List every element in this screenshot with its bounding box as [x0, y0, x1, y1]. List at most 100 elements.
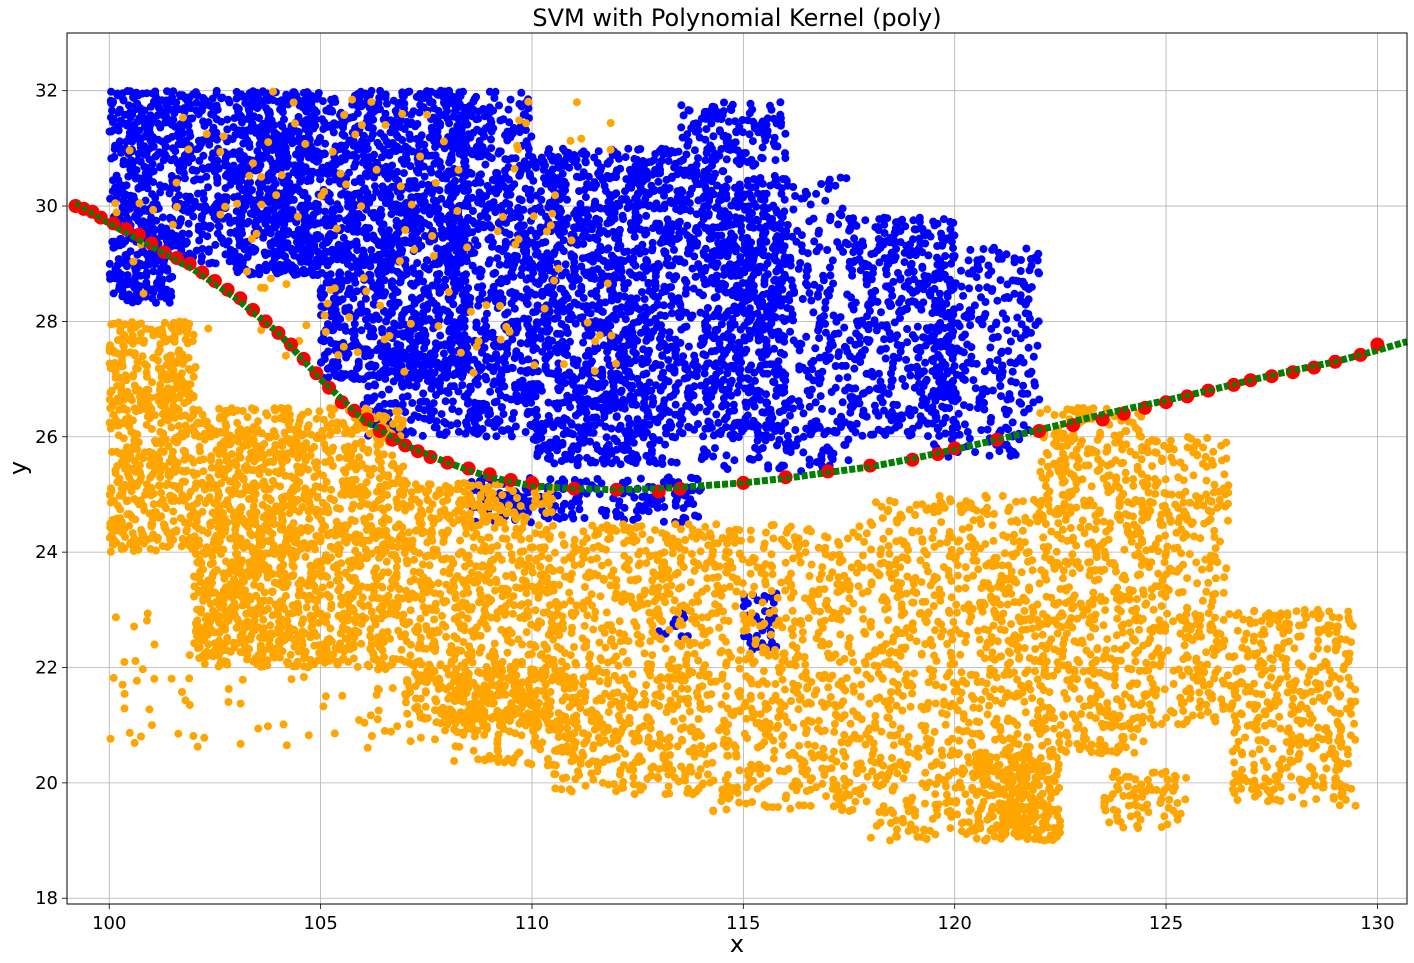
scatter-point-class_1 [126, 87, 135, 96]
scatter-point-class_1 [330, 231, 338, 240]
scatter-point-class_1 [341, 148, 350, 157]
scatter-point-class_1 [643, 174, 651, 183]
scatter-point-class_1 [264, 191, 273, 200]
scatter-point-class_1 [118, 89, 127, 98]
scatter-point-class_1 [107, 87, 116, 96]
scatter-point-class_1 [621, 379, 630, 387]
scatter-point-class_1 [156, 181, 164, 190]
scatter-point-class_1 [494, 149, 503, 158]
scatter-point-class_1 [444, 167, 453, 176]
scatter-point-class_1 [398, 91, 407, 100]
scatter-point-class_1 [109, 243, 118, 252]
scatter-point-class_1 [444, 388, 453, 397]
scatter-point-class_1 [411, 219, 420, 228]
scatter-point-class_1 [593, 445, 602, 454]
scatter-point-class_1 [430, 351, 439, 360]
scatter-point-class_1 [114, 255, 123, 264]
scatter-point-class_1 [185, 93, 194, 102]
scatter-point-class_1 [267, 123, 276, 132]
scatter-point-class_1 [212, 128, 221, 137]
scatter-point-class_1 [114, 176, 123, 185]
scatter-point-class_1 [672, 272, 680, 281]
scatter-point-class_1 [238, 186, 247, 194]
scatter-point-class_1 [626, 307, 635, 316]
scatter-point-class_1 [212, 86, 221, 95]
scatter-point-class_1 [201, 202, 210, 210]
scatter-point-class_1 [271, 179, 280, 188]
scatter-point-class_1 [486, 387, 495, 396]
scatter-point-class_1 [647, 157, 656, 166]
scatter-point-class_1 [205, 140, 214, 149]
scatter-point-class_1 [425, 315, 434, 324]
scatter-point-class_1 [139, 217, 148, 226]
scatter-point-class_1 [437, 230, 446, 239]
scatter-point-class_1 [204, 247, 213, 256]
scatter-point-class_1 [411, 122, 420, 131]
scatter-point-class_1 [400, 205, 409, 214]
scatter-point-class_1 [453, 121, 462, 130]
scatter-point-class_1 [232, 94, 241, 103]
scatter-point-class_1 [497, 426, 506, 435]
scatter-point-class_1 [278, 142, 287, 151]
scatter-point-class_1 [174, 129, 183, 138]
scatter-point-class_1 [450, 263, 459, 272]
scatter-point-class_1 [475, 171, 484, 180]
scatter-point-class_1 [333, 120, 342, 129]
scatter-point-class_1 [541, 238, 550, 247]
scatter-point-class_1 [129, 127, 138, 136]
scatter-point-class_1 [490, 94, 499, 102]
scatter-point-class_1 [256, 161, 265, 170]
scatter-point-class_1 [176, 218, 185, 227]
scatter-point-class_1 [351, 190, 360, 198]
scatter-point-class_1 [155, 274, 164, 283]
scatter-point-class_1 [418, 310, 427, 319]
scatter-point-class_1 [517, 88, 526, 97]
scatter-point-class_1 [523, 410, 532, 419]
scatter-point-class_1 [449, 93, 458, 101]
scatter-point-class_1 [441, 397, 450, 406]
scatter-point-class_1 [444, 228, 453, 237]
scatter-point-class_1 [203, 232, 212, 241]
scatter-point-class_1 [353, 90, 362, 98]
scatter-point-class_1 [214, 192, 223, 201]
scatter-point-class_1 [661, 440, 670, 449]
scatter-point-class_1 [524, 355, 533, 364]
scatter-point-class_1 [412, 92, 421, 101]
scatter-point-class_1 [623, 427, 632, 435]
scatter-point-class_1 [425, 358, 434, 367]
scatter-point-class_1 [667, 365, 676, 374]
scatter-point-class_1 [175, 191, 183, 200]
scatter-point-class_1 [355, 141, 363, 150]
scatter-point-class_1 [547, 153, 555, 161]
scatter-point-class_1 [436, 331, 445, 340]
scatter-point-class_1 [656, 334, 664, 343]
scatter-point-class_1 [386, 299, 395, 308]
scatter-point-class_1 [770, 133, 779, 142]
scatter-point-class_1 [473, 404, 482, 413]
scatter-point-class_1 [645, 378, 654, 387]
scatter-point-class_1 [247, 91, 255, 100]
scatter-point-class_1 [586, 309, 595, 318]
scatter-point-class_1 [141, 196, 150, 205]
scatter-point-class_1 [299, 265, 308, 274]
scatter-point-class_1 [565, 303, 574, 311]
scatter-point-class_1 [370, 208, 378, 217]
scatter-point-class_1 [407, 279, 416, 288]
scatter-point-class_1 [129, 93, 138, 102]
scatter-point-class_1 [384, 226, 393, 235]
scatter-point-class_1 [270, 131, 279, 140]
scatter-point-class_1 [454, 407, 463, 416]
scatter-point-class_1 [480, 316, 489, 325]
scatter-point-class_1 [474, 219, 483, 228]
scatter-point-class_1 [415, 351, 424, 360]
scatter-point-class_1 [399, 271, 408, 280]
scatter-point-class_1 [207, 207, 216, 216]
scatter-point-class_1 [448, 272, 457, 281]
scatter-point-class_1 [639, 262, 648, 271]
scatter-point-class_1 [569, 253, 578, 262]
scatter-point-class_1 [632, 451, 640, 460]
scatter-point-class_1 [521, 126, 530, 135]
scatter-point-class_1 [366, 277, 375, 286]
scatter-point-class_1 [516, 351, 525, 360]
scatter-point-class_1 [511, 381, 519, 389]
